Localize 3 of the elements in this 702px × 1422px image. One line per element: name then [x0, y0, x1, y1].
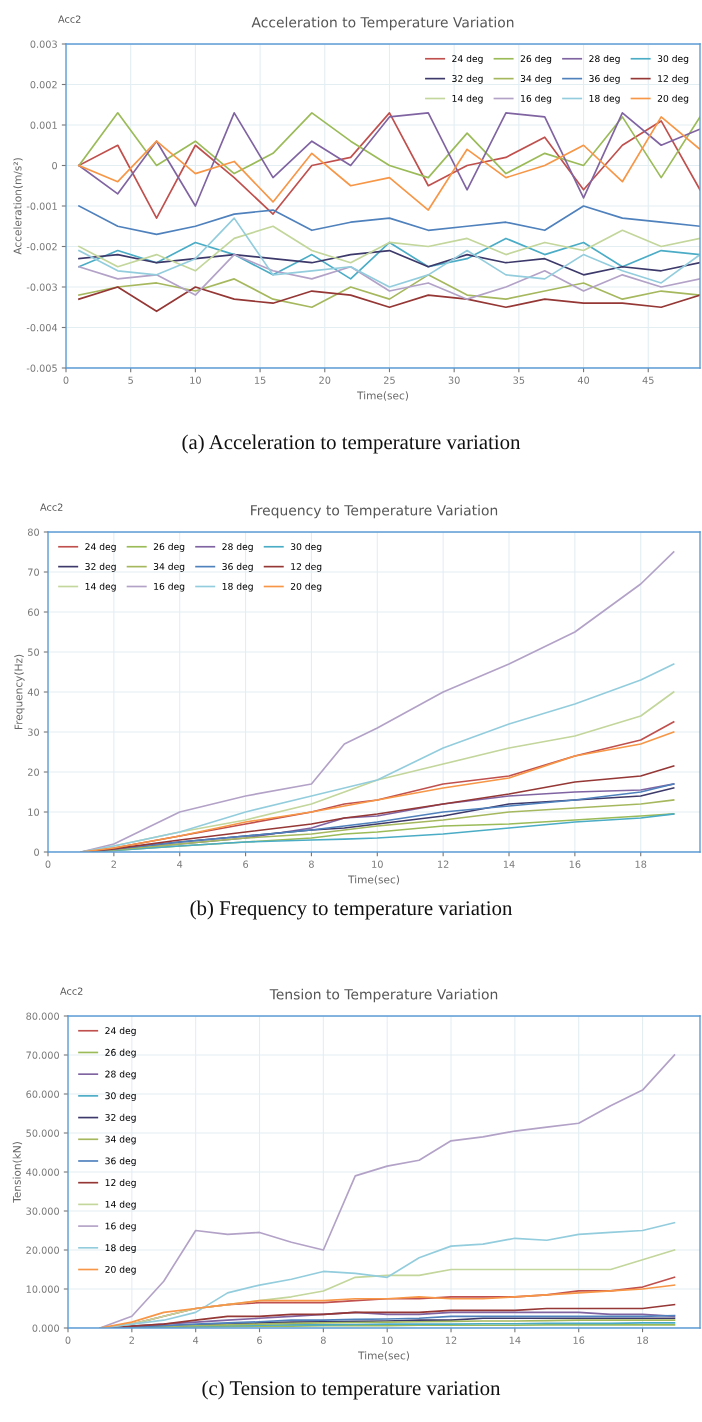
text: (b) Frequency to temperature variation: [190, 900, 513, 920]
text: (c) Tension to temperature variation: [202, 1380, 501, 1400]
text: (a) Acceleration to temperature variation: [182, 434, 521, 454]
